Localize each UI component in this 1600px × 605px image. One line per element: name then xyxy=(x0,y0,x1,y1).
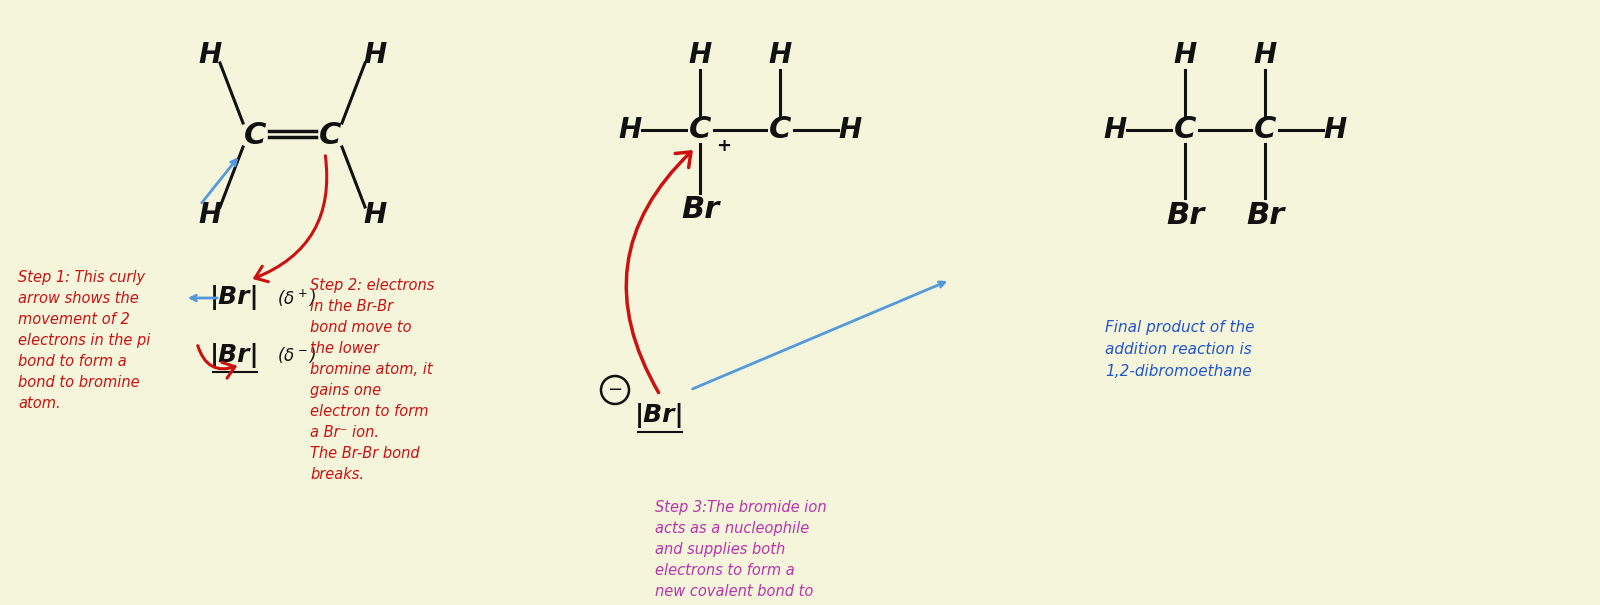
Text: H: H xyxy=(1253,41,1277,69)
Text: H: H xyxy=(198,41,222,69)
Text: |Br|: |Br| xyxy=(635,402,685,428)
Text: Step 2: electrons
in the Br-Br
bond move to
the lower
bromine atom, it
gains one: Step 2: electrons in the Br-Br bond move… xyxy=(310,278,434,482)
Text: |Br|: |Br| xyxy=(210,342,259,367)
Text: H: H xyxy=(363,41,387,69)
Text: Br: Br xyxy=(1246,200,1285,229)
Text: C: C xyxy=(243,120,266,149)
Text: H: H xyxy=(363,201,387,229)
Text: Br: Br xyxy=(682,195,718,224)
Text: Step 1: This curly
arrow shows the
movement of 2
electrons in the pi
bond to for: Step 1: This curly arrow shows the movem… xyxy=(18,270,150,411)
Text: C: C xyxy=(1254,116,1277,145)
Text: Br: Br xyxy=(1166,200,1205,229)
Text: H: H xyxy=(1104,116,1126,144)
Text: C: C xyxy=(1174,116,1197,145)
Text: ($\delta^+$): ($\delta^+$) xyxy=(277,287,317,309)
Text: C: C xyxy=(318,120,341,149)
Text: H: H xyxy=(838,116,862,144)
Text: Final product of the
addition reaction is
1,2-dibromoethane: Final product of the addition reaction i… xyxy=(1106,320,1254,379)
Text: +: + xyxy=(717,137,731,155)
Text: H: H xyxy=(618,116,642,144)
Text: C: C xyxy=(690,116,710,145)
Text: Step 3:The bromide ion
acts as a nucleophile
and supplies both
electrons to form: Step 3:The bromide ion acts as a nucleop… xyxy=(654,500,827,605)
Text: ($\delta^-$): ($\delta^-$) xyxy=(277,345,317,365)
Text: −: − xyxy=(608,381,622,399)
Text: H: H xyxy=(198,201,222,229)
Text: H: H xyxy=(1323,116,1347,144)
Text: H: H xyxy=(1173,41,1197,69)
Text: H: H xyxy=(768,41,792,69)
Text: C: C xyxy=(770,116,790,145)
Text: |Br|: |Br| xyxy=(210,286,259,310)
Text: H: H xyxy=(688,41,712,69)
